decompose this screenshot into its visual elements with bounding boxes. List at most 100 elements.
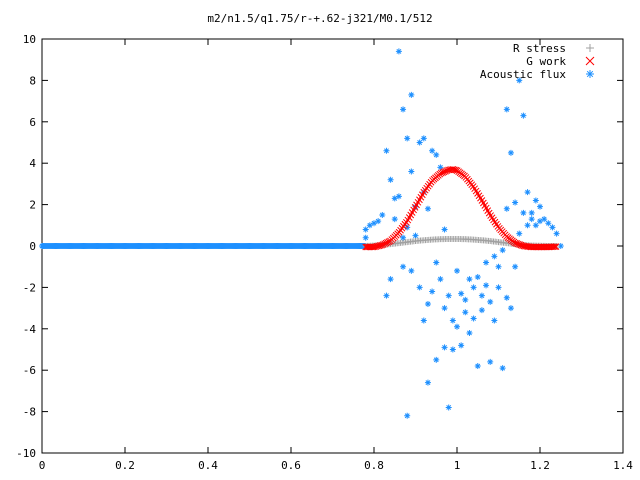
acoustic-flux-point <box>404 412 411 419</box>
acoustic-flux-point <box>524 189 531 196</box>
acoustic-flux-point <box>499 247 506 254</box>
acoustic-flux-point <box>532 197 539 204</box>
acoustic-flux-point <box>408 168 415 175</box>
acoustic-flux-point <box>528 216 535 223</box>
data-marks <box>39 48 564 419</box>
acoustic-flux-point <box>400 263 407 270</box>
acoustic-flux-point <box>420 317 427 324</box>
acoustic-flux-point <box>433 356 440 363</box>
acoustic-flux-point <box>416 139 423 146</box>
acoustic-flux-point <box>466 276 473 283</box>
acoustic-flux-point <box>362 226 369 233</box>
y-tick-label: 6 <box>29 116 36 129</box>
acoustic-flux-point <box>495 284 502 291</box>
acoustic-flux-point <box>383 292 390 299</box>
y-tick-label: -6 <box>23 364 36 377</box>
acoustic-flux-point <box>512 263 519 270</box>
acoustic-flux-point <box>424 300 431 307</box>
acoustic-flux-point <box>491 317 498 324</box>
acoustic-flux-point <box>424 379 431 386</box>
acoustic-flux-point <box>487 358 494 365</box>
acoustic-flux-point <box>441 226 448 233</box>
acoustic-flux-point <box>545 220 552 227</box>
g-work-point <box>385 238 393 246</box>
x-tick-label: 0 <box>39 459 46 472</box>
legend-marker <box>586 70 594 78</box>
acoustic-flux-point <box>391 195 398 202</box>
acoustic-flux-point <box>379 211 386 218</box>
acoustic-flux-point <box>503 106 510 113</box>
acoustic-flux-point <box>532 222 539 229</box>
acoustic-flux-point <box>474 274 481 281</box>
acoustic-flux-point <box>454 267 460 274</box>
x-tick-label: 0.6 <box>281 459 301 472</box>
acoustic-flux-point <box>404 224 411 231</box>
acoustic-flux-point <box>412 232 419 239</box>
acoustic-flux-point <box>383 147 390 154</box>
acoustic-flux-point <box>537 218 543 225</box>
acoustic-flux-point <box>549 224 556 231</box>
acoustic-flux-point <box>512 199 519 206</box>
acoustic-flux-point <box>528 209 535 216</box>
acoustic-flux-point <box>462 309 469 316</box>
acoustic-flux-point <box>474 363 481 370</box>
acoustic-flux-point <box>395 48 402 55</box>
y-tick-label: -2 <box>23 281 36 294</box>
acoustic-flux-point <box>391 216 398 223</box>
legend-marker <box>586 44 594 52</box>
acoustic-flux-point <box>483 259 490 266</box>
series-acoustic-flux <box>39 48 564 419</box>
acoustic-flux-point <box>429 147 436 154</box>
y-tick-label: 8 <box>29 74 36 87</box>
acoustic-flux-point <box>375 218 382 225</box>
acoustic-flux-point <box>454 323 460 330</box>
x-tick-label: 0.4 <box>198 459 218 472</box>
acoustic-flux-point <box>445 292 452 299</box>
y-tick-label: 0 <box>29 240 36 253</box>
acoustic-flux-point <box>433 259 440 266</box>
x-tick-label: 0.8 <box>364 459 384 472</box>
x-tick-label: 1.4 <box>613 459 633 472</box>
acoustic-flux-point <box>420 135 427 142</box>
g-work-point <box>549 243 557 251</box>
acoustic-flux-point <box>499 365 506 372</box>
acoustic-flux-point <box>387 176 394 183</box>
axis-ticks: 0 0.2 0.4 0.6 0.8 1 1.2 1.4 10 8 6 4 2 0 -2 -4 -6 -8 -10 <box>16 33 633 472</box>
acoustic-flux-point <box>408 267 415 274</box>
acoustic-flux-point <box>516 230 523 237</box>
acoustic-flux-point <box>429 288 436 295</box>
acoustic-flux-point <box>553 230 560 237</box>
acoustic-flux-point <box>387 276 394 283</box>
acoustic-flux-point <box>437 276 444 283</box>
acoustic-flux-point <box>524 222 531 229</box>
g-work-point <box>551 243 558 251</box>
acoustic-flux-point <box>400 234 407 241</box>
acoustic-flux-point <box>503 294 510 301</box>
acoustic-flux-point <box>449 346 456 353</box>
legend-label: R stress <box>513 42 566 55</box>
acoustic-flux-point <box>537 203 543 210</box>
y-tick-label: 10 <box>23 33 36 46</box>
acoustic-flux-point <box>433 151 440 158</box>
y-tick-label: -10 <box>16 447 36 460</box>
acoustic-flux-point <box>400 106 407 113</box>
legend-label: Acoustic flux <box>480 68 566 81</box>
acoustic-flux-point <box>371 220 377 227</box>
acoustic-flux-point <box>516 77 523 84</box>
acoustic-flux-point <box>441 344 448 351</box>
acoustic-flux-point <box>478 292 485 299</box>
acoustic-flux-point <box>520 209 527 216</box>
legend-marker <box>585 56 595 66</box>
y-tick-label: 2 <box>29 199 36 212</box>
acoustic-flux-point <box>458 290 465 297</box>
acoustic-flux-point <box>441 305 448 312</box>
acoustic-flux-point <box>487 298 494 305</box>
acoustic-flux-point <box>520 112 527 119</box>
acoustic-flux-point <box>466 329 473 336</box>
acoustic-flux-point <box>483 282 490 289</box>
y-tick-label: -8 <box>23 406 36 419</box>
y-tick-label: -4 <box>23 323 37 336</box>
y-tick-label: 4 <box>29 157 36 170</box>
